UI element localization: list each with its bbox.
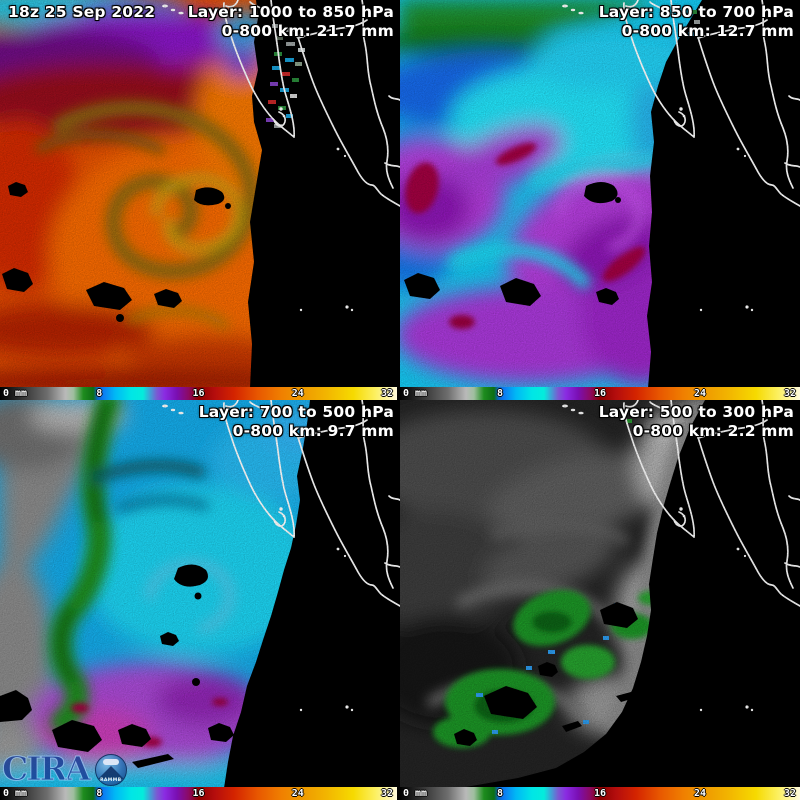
colorbar-tick-16: 16 bbox=[192, 388, 205, 399]
tpw-field-1000-850 bbox=[0, 0, 400, 388]
layer-info: Layer: 500 to 300 hPa 0-800 km: 2.2 mm bbox=[599, 403, 794, 441]
layer-value-label: 0-800 km: 12.7 mm bbox=[621, 22, 794, 40]
layer-value-label: 0-800 km: 9.7 mm bbox=[232, 422, 394, 440]
tpw-field-850-700 bbox=[400, 0, 800, 388]
colorbar-tick-16: 16 bbox=[593, 388, 607, 399]
colorbar: 0 mm 8 16 24 32 bbox=[400, 787, 800, 800]
tpw-field-500-300 bbox=[400, 400, 800, 788]
pixel-grain bbox=[400, 400, 800, 788]
layer-info: Layer: 1000 to 850 hPa 0-800 km: 21.7 mm bbox=[188, 3, 394, 41]
pixel-grain bbox=[0, 400, 400, 788]
logo-area: CIRA RAMMB bbox=[2, 747, 127, 787]
panel-500-300hpa: Layer: 500 to 300 hPa 0-800 km: 2.2 mm 0… bbox=[400, 400, 800, 800]
colorbar-zero-label: 0 mm bbox=[403, 788, 428, 799]
layer-range-label: Layer: 1000 to 850 hPa bbox=[187, 3, 394, 21]
colorbar: 0 mm 8 16 24 32 bbox=[400, 387, 800, 400]
colorbar-zero-label: 0 mm bbox=[3, 788, 28, 799]
colorbar-tick-16: 16 bbox=[192, 788, 205, 799]
layer-range-label: Layer: 850 to 700 hPa bbox=[598, 3, 794, 21]
panel-1000-850hpa: 18z 25 Sep 2022 Layer: 1000 to 850 hPa 0… bbox=[0, 0, 400, 400]
colorbar: 0 mm 8 16 24 32 bbox=[0, 787, 400, 800]
colorbar-tick-32: 32 bbox=[783, 388, 796, 399]
rammb-logo: RAMMB bbox=[94, 754, 127, 786]
colorbar-zero-label: 0 mm bbox=[3, 388, 28, 399]
colorbar-tick-8: 8 bbox=[496, 788, 504, 799]
colorbar-tick-32: 32 bbox=[380, 388, 393, 399]
tpw-field-700-500 bbox=[0, 400, 400, 788]
rammb-cloud-icon bbox=[102, 759, 119, 765]
layer-info: Layer: 700 to 500 hPa 0-800 km: 9.7 mm bbox=[199, 403, 394, 441]
layer-value-label: 0-800 km: 21.7 mm bbox=[221, 22, 394, 40]
pixel-grain bbox=[400, 0, 800, 388]
layer-value-label: 0-800 km: 2.2 mm bbox=[632, 422, 794, 440]
rammb-mountain-icon bbox=[97, 766, 124, 779]
colorbar-zero-label: 0 mm bbox=[403, 388, 428, 399]
colorbar-tick-32: 32 bbox=[783, 788, 796, 799]
panel-700-500hpa: Layer: 700 to 500 hPa 0-800 km: 9.7 mm C… bbox=[0, 400, 400, 800]
timestamp: 18z 25 Sep 2022 bbox=[8, 3, 156, 21]
colorbar-tick-16: 16 bbox=[593, 788, 607, 799]
colorbar: 0 mm 8 16 24 32 bbox=[0, 387, 400, 400]
colorbar-tick-24: 24 bbox=[693, 388, 707, 399]
layer-range-label: Layer: 500 to 300 hPa bbox=[598, 403, 794, 421]
pixel-grain bbox=[0, 0, 400, 388]
panel-850-700hpa: Layer: 850 to 700 hPa 0-800 km: 12.7 mm … bbox=[400, 0, 800, 400]
layer-info: Layer: 850 to 700 hPa 0-800 km: 12.7 mm bbox=[599, 3, 794, 41]
rammb-logo-label: RAMMB bbox=[100, 778, 122, 783]
colorbar-tick-24: 24 bbox=[291, 388, 304, 399]
colorbar-tick-24: 24 bbox=[693, 788, 707, 799]
cira-logo: CIRA bbox=[2, 749, 92, 788]
colorbar-tick-8: 8 bbox=[96, 388, 103, 399]
colorbar-tick-32: 32 bbox=[380, 788, 393, 799]
colorbar-tick-8: 8 bbox=[96, 788, 103, 799]
colorbar-tick-24: 24 bbox=[291, 788, 304, 799]
layer-range-label: Layer: 700 to 500 hPa bbox=[198, 403, 394, 421]
colorbar-tick-8: 8 bbox=[496, 388, 504, 399]
